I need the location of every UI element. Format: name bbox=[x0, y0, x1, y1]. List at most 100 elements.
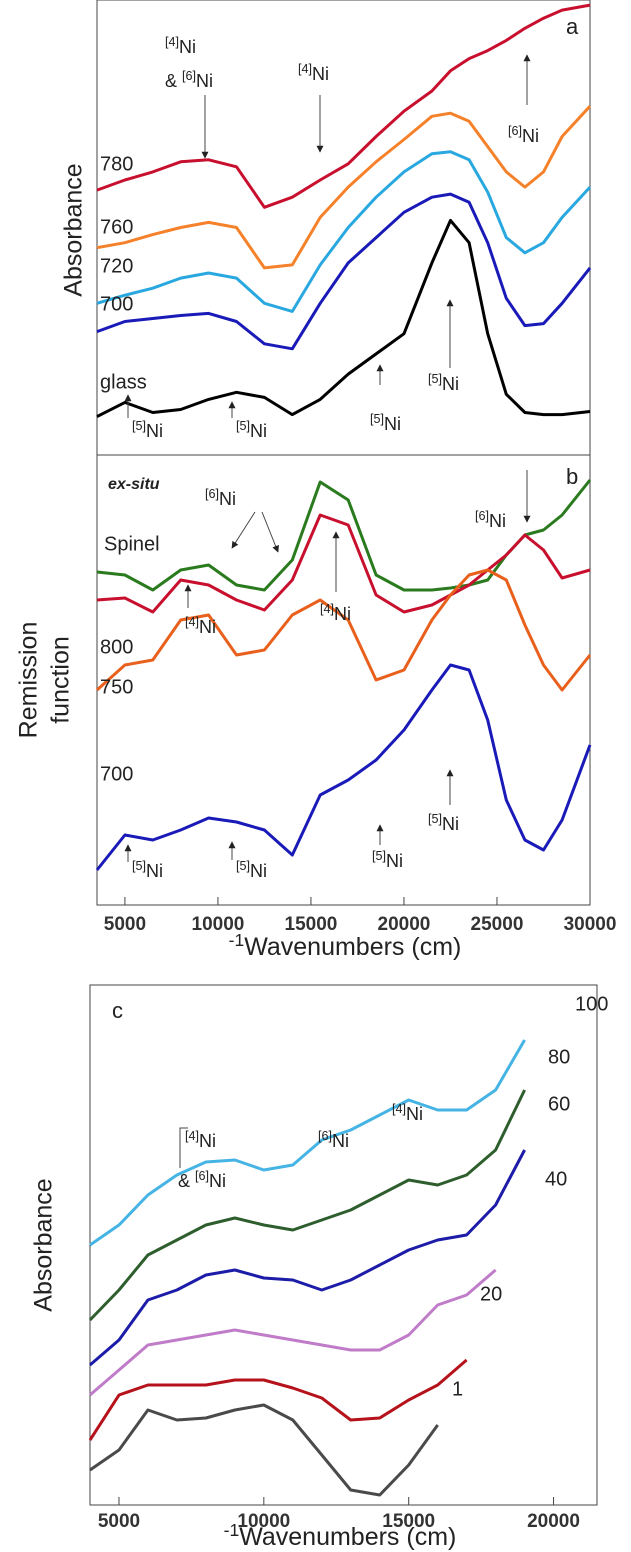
panel-frame bbox=[96, 0, 591, 456]
series-line bbox=[96, 218, 591, 418]
text-part: Ni bbox=[199, 1131, 216, 1151]
text-part: Wavenumbers (cm bbox=[244, 933, 453, 961]
text-part: [4] bbox=[185, 1129, 199, 1143]
text-part: [4] bbox=[298, 62, 312, 76]
series-label: 80 bbox=[548, 1046, 570, 1068]
text-part: Ni bbox=[489, 511, 506, 531]
text-part: [6] bbox=[475, 509, 489, 523]
text-part: [5] bbox=[428, 372, 442, 386]
text-part: Ni bbox=[384, 414, 401, 434]
x-tick-label: 5000 bbox=[98, 1511, 140, 1532]
series-line bbox=[89, 1149, 526, 1367]
text-part: [5] bbox=[370, 412, 384, 426]
annotation: [5]Ni bbox=[428, 372, 459, 393]
arrow bbox=[261, 511, 279, 553]
series-line bbox=[88, 1089, 526, 1322]
x-tick-label: 15000 bbox=[285, 914, 338, 935]
text-part: [5] bbox=[132, 419, 146, 433]
annotation: [4]Ni bbox=[185, 615, 216, 636]
panel-frame bbox=[96, 454, 591, 906]
text-part: [5] bbox=[132, 859, 146, 873]
series-label: 750 bbox=[100, 676, 133, 698]
annotation: [4]Ni bbox=[320, 602, 351, 623]
text-part: & bbox=[178, 1171, 195, 1191]
series-label: 1 bbox=[452, 1378, 463, 1400]
series-line bbox=[88, 1358, 468, 1441]
series-line bbox=[89, 1039, 526, 1247]
text-part: Ni bbox=[386, 851, 403, 871]
text-part: Ni bbox=[146, 861, 163, 881]
series-line bbox=[96, 192, 592, 351]
text-part: Ni bbox=[334, 604, 351, 624]
annotation: [6]Ni bbox=[475, 509, 506, 530]
series-label: 700 bbox=[100, 293, 133, 315]
text-part: & bbox=[165, 71, 182, 91]
annotation: [4]Ni bbox=[298, 62, 329, 83]
annotation: [5]Ni bbox=[428, 812, 459, 833]
text-part: Ni bbox=[219, 489, 236, 509]
annotation: & [6]Ni bbox=[165, 69, 213, 90]
text-part: [6] bbox=[205, 487, 219, 501]
series-line bbox=[95, 568, 592, 692]
x-tick-label: 10000 bbox=[192, 914, 245, 935]
x-tick-label: 15000 bbox=[382, 1511, 435, 1532]
text-part: Ni bbox=[146, 421, 163, 441]
panel-note: ex-situ bbox=[108, 476, 160, 493]
series-line bbox=[96, 513, 591, 614]
x-tick-label: 10000 bbox=[237, 1511, 290, 1532]
text-part: Ni bbox=[312, 64, 329, 84]
y-axis-title: Remission bbox=[15, 622, 43, 739]
series-label: 800 bbox=[100, 636, 133, 658]
y-axis-title: Absorbance bbox=[30, 1178, 58, 1311]
text-part: [5] bbox=[236, 419, 250, 433]
text-part: [4] bbox=[185, 615, 199, 629]
text-part: Ni bbox=[442, 374, 459, 394]
x-axis-title: -1Wavenumbers (cm) bbox=[224, 1520, 457, 1551]
text-part: Ni bbox=[442, 814, 459, 834]
annotation: [4]Ni bbox=[392, 1102, 423, 1123]
y-axis-title: function bbox=[47, 636, 75, 724]
x-tick-label: 5000 bbox=[104, 914, 146, 935]
series-line bbox=[96, 479, 592, 592]
annotation: [6]Ni bbox=[318, 1129, 349, 1150]
series-label: 720 bbox=[100, 255, 133, 277]
text-part: Ni bbox=[209, 1171, 226, 1191]
x-tick-label: 20000 bbox=[378, 914, 431, 935]
annotation: [5]Ni bbox=[132, 419, 163, 440]
x-tick-label: 25000 bbox=[471, 914, 524, 935]
text-part: Wavenumbers (cm bbox=[239, 1523, 448, 1551]
annotation: & [6]Ni bbox=[178, 1169, 226, 1190]
text-part: [6] bbox=[318, 1129, 332, 1143]
text-part: Ni bbox=[179, 37, 196, 57]
text-part: [6] bbox=[508, 124, 522, 138]
text-part: -1 bbox=[224, 1520, 240, 1540]
text-part: Ni bbox=[250, 861, 267, 881]
x-tick-label: 30000 bbox=[564, 914, 617, 935]
annotation: [5]Ni bbox=[236, 419, 267, 440]
text-part: Ni bbox=[406, 1104, 423, 1124]
panel-label: c bbox=[112, 998, 123, 1023]
text-part: [6] bbox=[195, 1169, 209, 1183]
x-axis-title: -1Wavenumbers (cm) bbox=[229, 930, 462, 961]
panel-label: b bbox=[566, 464, 578, 489]
arrow bbox=[231, 511, 256, 549]
series-line bbox=[95, 663, 592, 871]
annotation: [6]Ni bbox=[508, 124, 539, 145]
text-part: Ni bbox=[250, 421, 267, 441]
panel-label: a bbox=[566, 14, 579, 39]
text-part: [4] bbox=[320, 602, 334, 616]
series-line bbox=[96, 150, 592, 313]
text-part: [5] bbox=[372, 849, 386, 863]
series-label: glass bbox=[100, 371, 147, 393]
text-part: Ni bbox=[196, 71, 213, 91]
text-part: ) bbox=[448, 1523, 456, 1551]
annotation: [6]Ni bbox=[205, 487, 236, 508]
text-part: ) bbox=[453, 933, 461, 961]
text-part: Ni bbox=[332, 1131, 349, 1151]
series-line bbox=[89, 1403, 439, 1497]
y-axis-title: Absorbance bbox=[60, 163, 88, 296]
annotation: [4]Ni bbox=[165, 35, 196, 56]
text-part: [5] bbox=[428, 812, 442, 826]
x-tick-label: 20000 bbox=[527, 1511, 580, 1532]
